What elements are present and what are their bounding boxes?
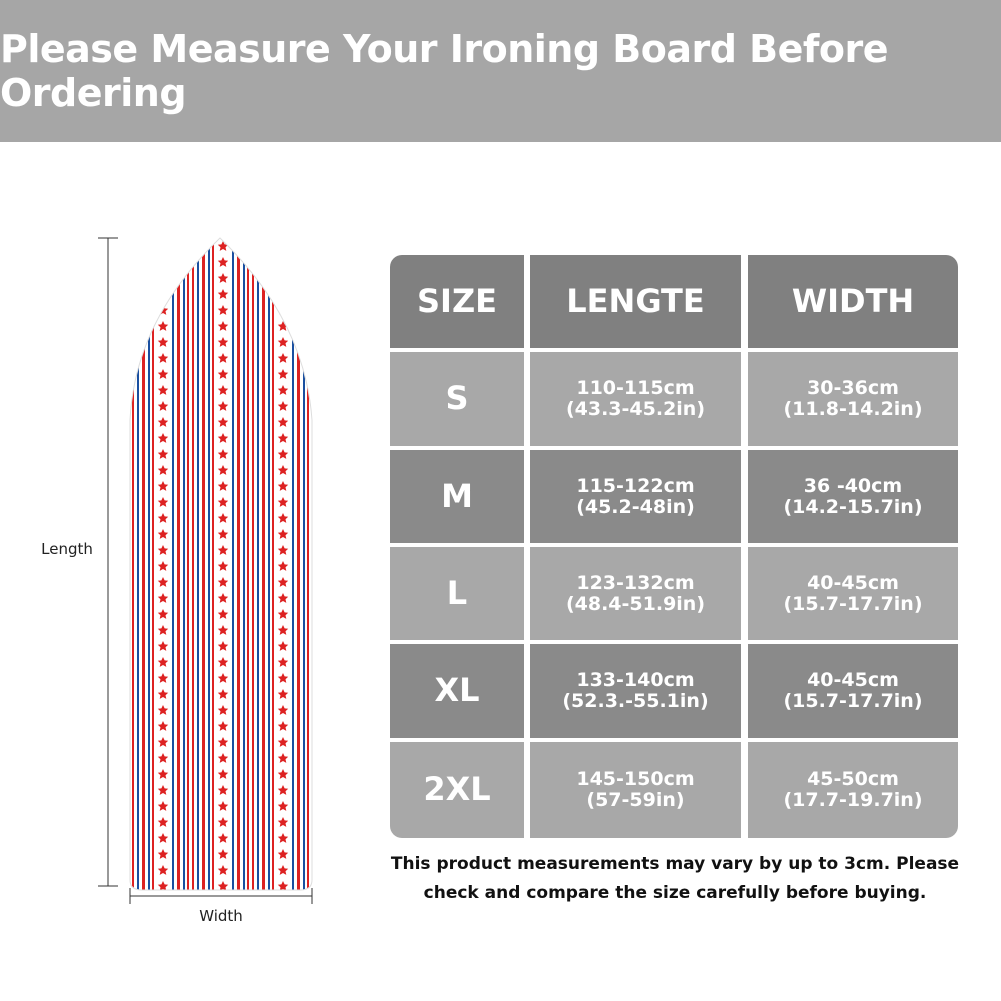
table-cell: 115-122cm (45.2-48in) (530, 450, 741, 543)
note-line: This product measurements may vary by up… (390, 854, 960, 874)
size-label: S (445, 379, 469, 418)
length-dimension (98, 237, 118, 887)
ironing-board (129, 237, 313, 891)
width-label: Width (199, 907, 243, 925)
size-label: L (446, 573, 468, 612)
table-cell: S (390, 352, 524, 446)
note: This product measurements may vary by up… (380, 850, 970, 908)
table-cell: SIZE (390, 255, 524, 348)
length-value: (52.3.-55.1in) (562, 690, 709, 712)
length-value: (43.3-45.2in) (565, 398, 706, 420)
table-cell: 36 -40cm (14.2-15.7in) (748, 450, 958, 543)
width-value: (15.7-17.7in) (783, 690, 923, 712)
note-line: check and compare the size carefully bef… (423, 883, 927, 903)
table-cell: 2XL (390, 742, 524, 838)
table-cell: 133-140cm (52.3.-55.1in) (530, 644, 741, 738)
length-value: (57-59in) (586, 789, 685, 811)
column-header: LENGTE (566, 281, 705, 320)
width-value: 36 -40cm (803, 474, 903, 497)
table-cell: 40-45cm (15.7-17.7in) (748, 644, 958, 738)
table-cell: 30-36cm (11.8-14.2in) (748, 352, 958, 446)
length-value: (45.2-48in) (576, 495, 695, 518)
size-label: 2XL (423, 770, 491, 809)
width-value: (14.2-15.7in) (783, 495, 923, 518)
column-header: SIZE (416, 281, 497, 320)
board-diagram: Length Width (41, 237, 313, 925)
table-cell: XL (390, 644, 524, 738)
table-cell: 45-50cm (17.7-19.7in) (748, 742, 958, 838)
width-dimension (129, 888, 313, 904)
table-cell: 110-115cm (43.3-45.2in) (530, 352, 741, 446)
length-value: 123-132cm (576, 571, 695, 594)
length-value: 145-150cm (576, 768, 695, 791)
table-cell: 40-45cm (15.7-17.7in) (748, 547, 958, 640)
table-cell: M (390, 450, 524, 543)
width-value: 45-50cm (807, 768, 899, 791)
width-value: 40-45cm (807, 571, 899, 594)
size-label: XL (434, 671, 480, 710)
table-cell: L (390, 547, 524, 640)
width-value: 40-45cm (807, 669, 899, 692)
table-cell: WIDTH (748, 255, 958, 348)
table-cell: LENGTE (530, 255, 741, 348)
width-value: (11.8-14.2in) (783, 398, 923, 420)
table-cell: 123-132cm (48.4-51.9in) (530, 547, 741, 640)
length-value: (48.4-51.9in) (565, 592, 706, 615)
column-header: WIDTH (791, 281, 915, 320)
length-label: Length (41, 540, 93, 558)
width-value: (15.7-17.7in) (783, 592, 923, 615)
width-value: (17.7-19.7in) (783, 789, 923, 811)
length-value: 110-115cm (576, 377, 695, 400)
table-cell: 145-150cm (57-59in) (530, 742, 741, 838)
size-label: M (441, 476, 473, 515)
header-title: Please Measure Your Ironing Board Before… (0, 0, 1001, 142)
width-value: 30-36cm (807, 377, 899, 400)
length-value: 115-122cm (576, 474, 695, 497)
length-value: 133-140cm (576, 669, 695, 692)
